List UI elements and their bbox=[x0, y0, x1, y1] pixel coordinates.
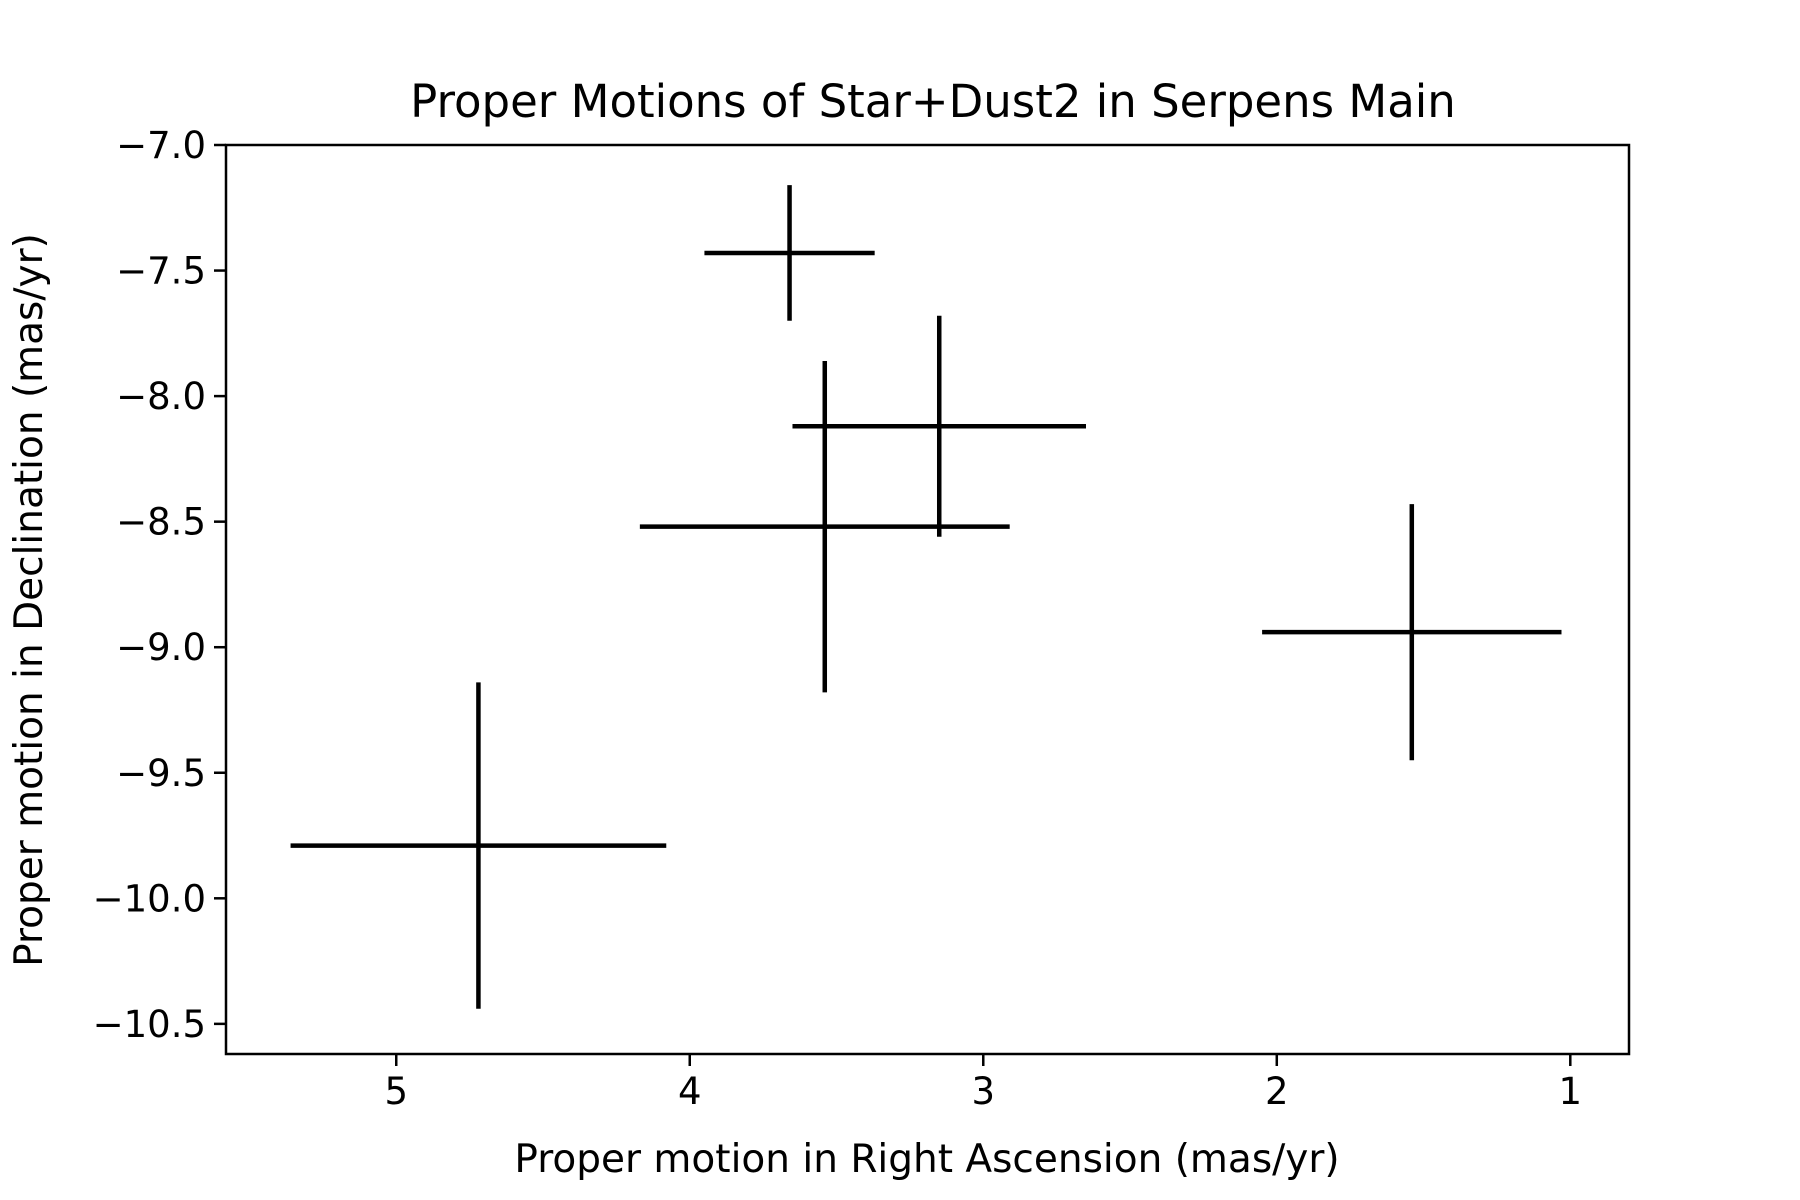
x-tick-label: 4 bbox=[678, 1070, 702, 1113]
plot-area: 5 4 3 2 1 −7.0 −7.5 −8.0 −8.5 −9.0 −9.5 −10.0 −10.5 bbox=[93, 124, 1631, 1113]
y-tick-label: −10.0 bbox=[93, 877, 206, 920]
data-point bbox=[1262, 504, 1562, 761]
x-axis: 5 4 3 2 1 bbox=[384, 1054, 1582, 1113]
data-point bbox=[792, 315, 1086, 537]
y-tick-label: −9.0 bbox=[116, 626, 206, 669]
plot-frame bbox=[224, 143, 1631, 1056]
y-tick-label: −7.5 bbox=[116, 250, 206, 293]
chart-title: Proper Motions of Star+Dust2 in Serpens … bbox=[410, 75, 1456, 128]
x-tick-label: 2 bbox=[1265, 1070, 1289, 1113]
y-axis-label: Proper motion in Declination (mas/yr) bbox=[7, 233, 52, 967]
error-bar-series bbox=[290, 185, 1562, 1009]
x-tick-label: 3 bbox=[971, 1070, 995, 1113]
x-tick-label: 1 bbox=[1559, 1070, 1583, 1113]
x-tick-label: 5 bbox=[384, 1070, 408, 1113]
x-axis-label: Proper motion in Right Ascension (mas/yr… bbox=[514, 1137, 1339, 1182]
data-point bbox=[704, 185, 875, 321]
y-tick-label: −9.5 bbox=[116, 752, 206, 795]
data-point bbox=[639, 360, 1010, 693]
y-tick-label: −10.5 bbox=[93, 1003, 206, 1046]
y-tick-label: −8.0 bbox=[116, 375, 206, 418]
y-tick-label: −7.0 bbox=[116, 124, 206, 167]
y-axis: −7.0 −7.5 −8.0 −8.5 −9.0 −9.5 −10.0 −10.5 bbox=[93, 124, 226, 1046]
data-point bbox=[290, 682, 667, 1009]
y-tick-label: −8.5 bbox=[116, 501, 206, 544]
